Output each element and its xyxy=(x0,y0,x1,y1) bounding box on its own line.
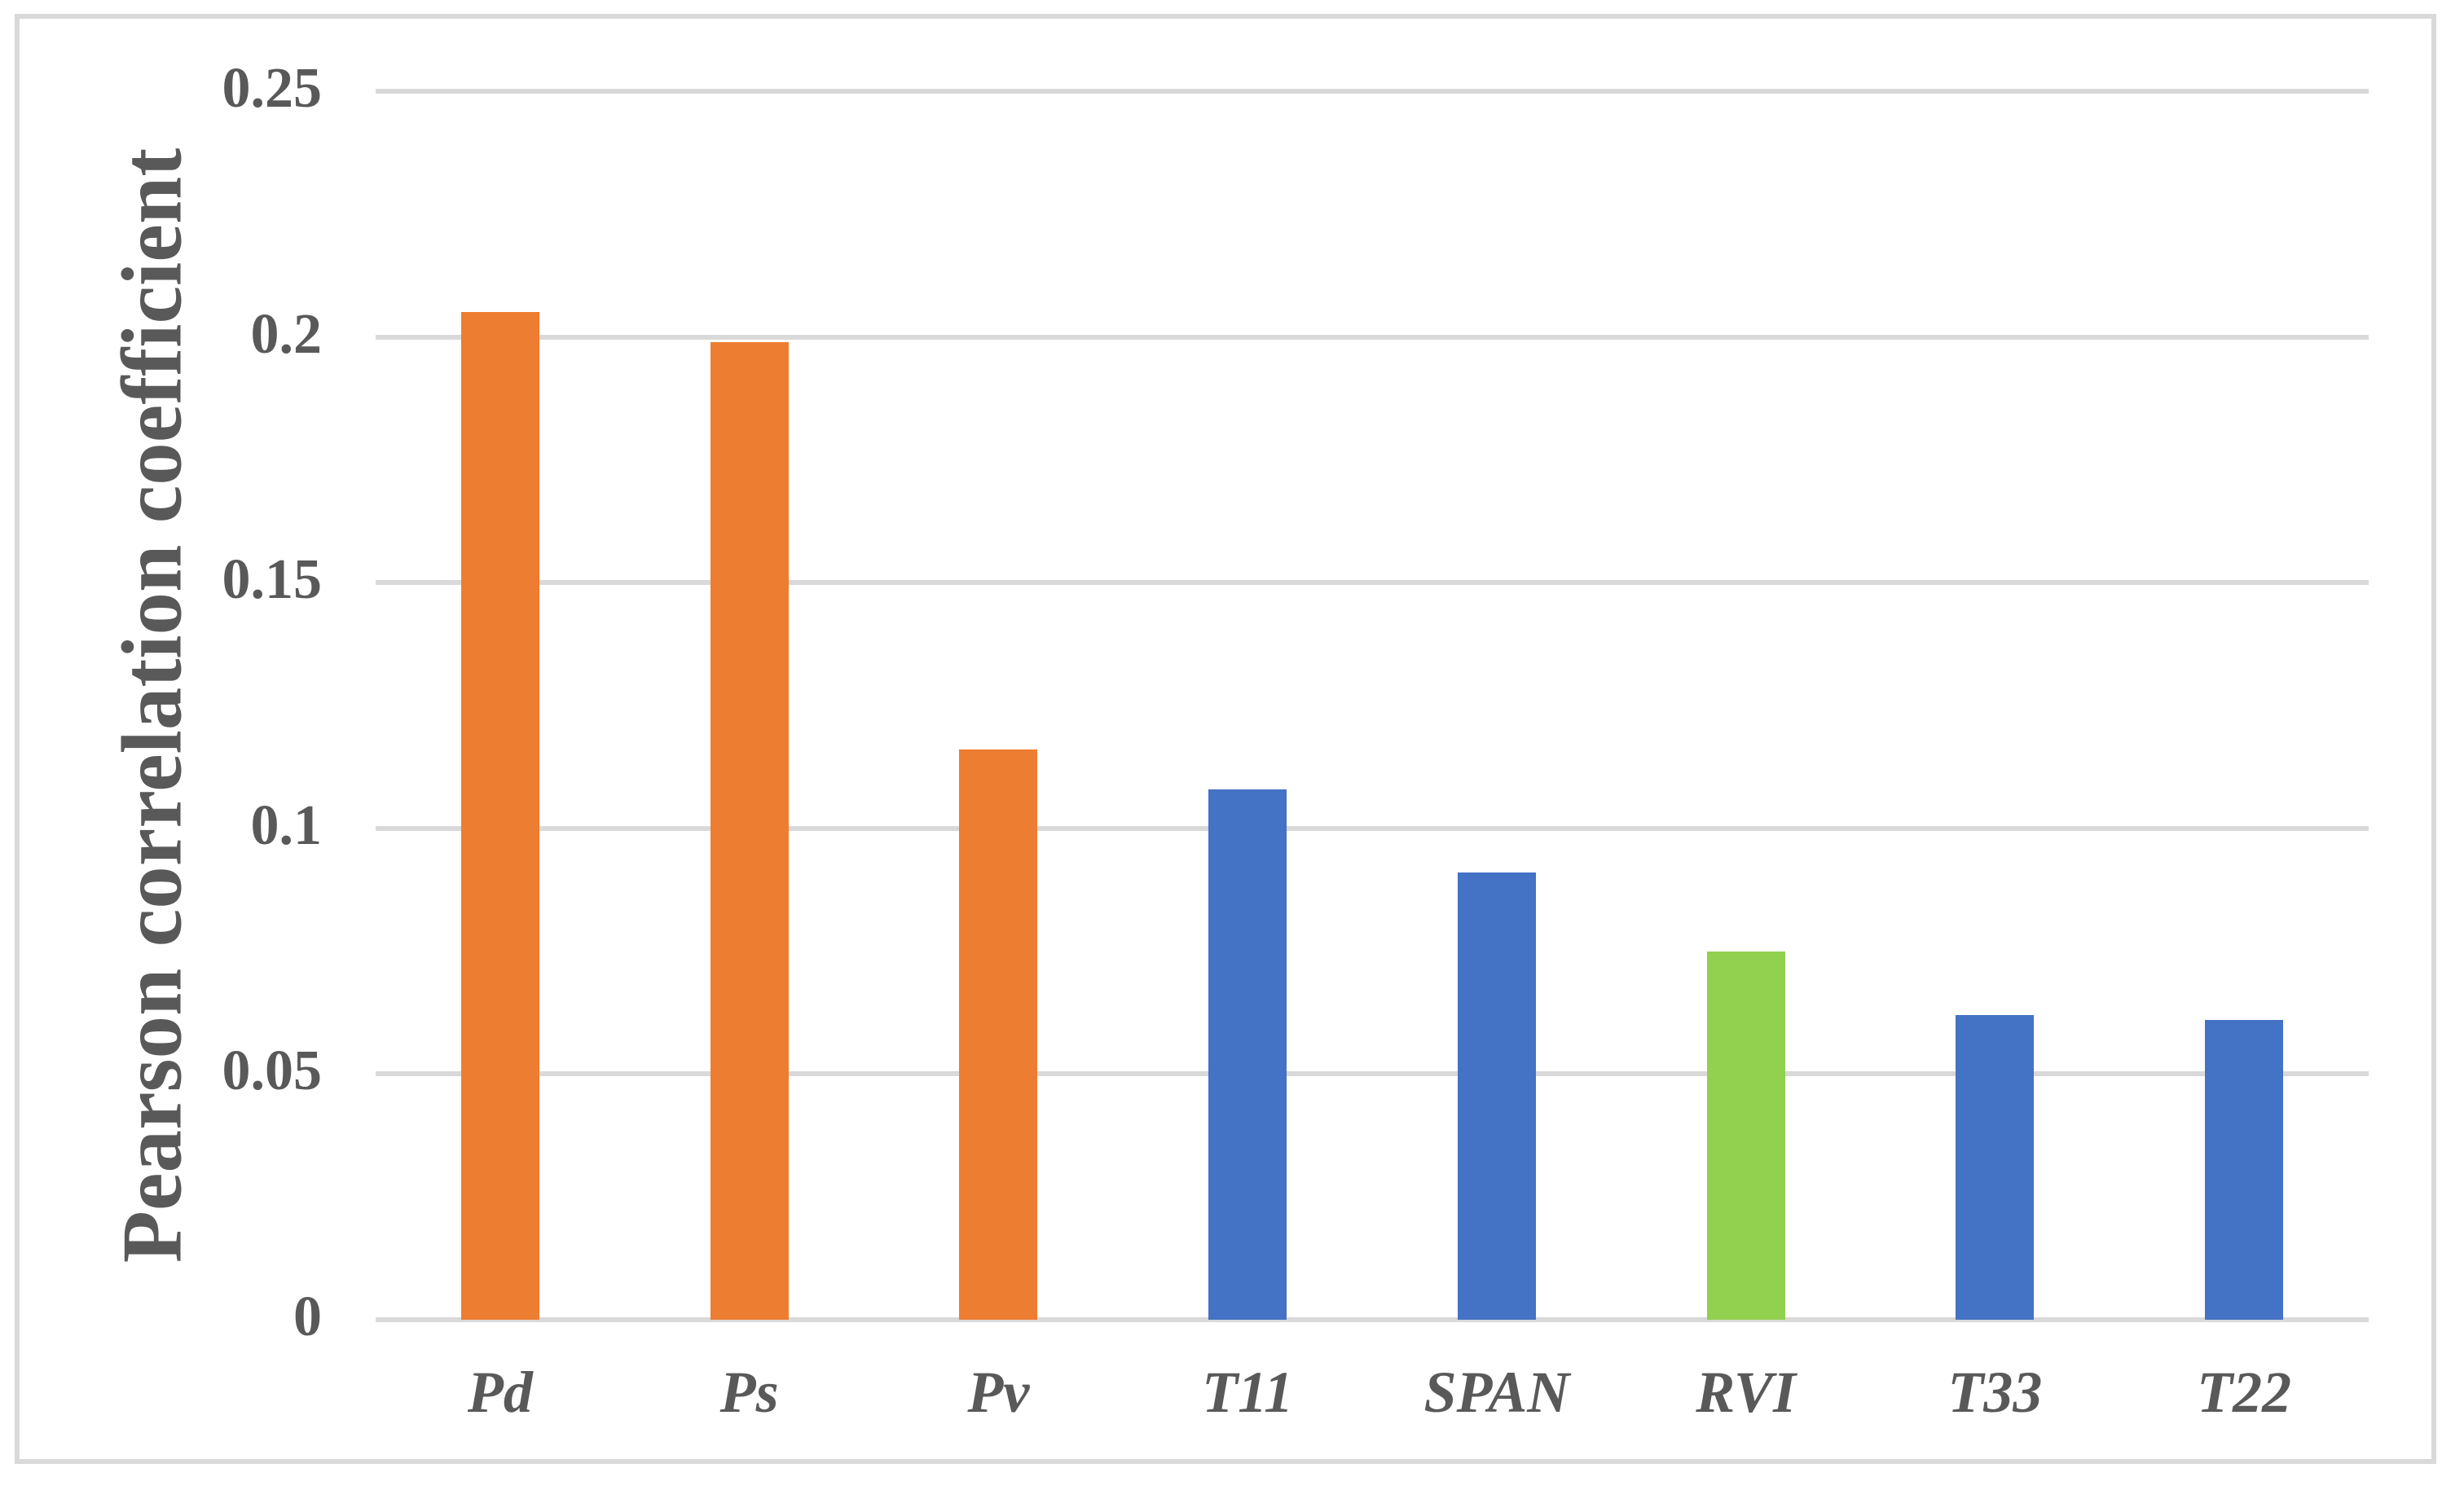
chart-outer-frame xyxy=(15,14,2436,1464)
y-axis-title: Pearson correlation coefficient xyxy=(103,147,200,1264)
x-category-label: Pd xyxy=(467,1360,533,1425)
y-tick-label: 0.2 xyxy=(250,302,323,366)
x-category-label: T33 xyxy=(1947,1360,2043,1425)
y-gridline xyxy=(376,825,2369,831)
x-category-label: Pv xyxy=(967,1360,1030,1425)
x-category-label: T11 xyxy=(1202,1360,1294,1425)
y-tick-label: 0.1 xyxy=(250,793,323,857)
x-category-label: SPAN xyxy=(1423,1360,1570,1425)
y-tick-label: 0.05 xyxy=(222,1039,323,1103)
x-category-label: T22 xyxy=(2197,1360,2292,1425)
bar-Pv xyxy=(959,749,1038,1320)
y-gridline xyxy=(376,89,2369,94)
y-gridline xyxy=(376,580,2369,586)
bar-Ps xyxy=(710,341,789,1320)
y-gridline xyxy=(376,334,2369,340)
bar-Pd xyxy=(460,312,539,1320)
y-tick-label: 0.15 xyxy=(222,547,323,611)
bar-RVI xyxy=(1706,951,1785,1320)
bar-T22 xyxy=(2205,1020,2284,1320)
y-tick-label: 0 xyxy=(293,1285,322,1348)
y-gridline xyxy=(376,1071,2369,1077)
y-tick-label: 0.25 xyxy=(222,56,323,120)
bar-T33 xyxy=(1956,1015,2035,1320)
bar-SPAN xyxy=(1457,872,1536,1320)
x-category-label: Ps xyxy=(719,1360,779,1425)
x-category-label: RVI xyxy=(1696,1360,1796,1425)
y-gridline xyxy=(376,1317,2369,1322)
bar-T11 xyxy=(1208,789,1287,1320)
